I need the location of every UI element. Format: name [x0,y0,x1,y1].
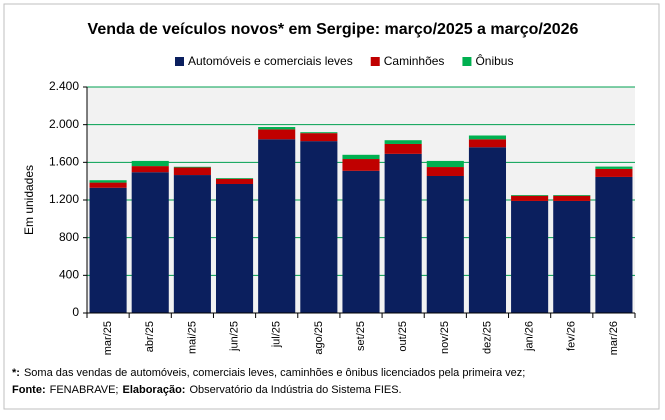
bar-segment [426,167,464,176]
bar-segment [173,167,211,176]
footnote-part: Fonte: [12,384,46,396]
bar-segment [553,195,591,201]
bar-segment [215,178,254,179]
bar-segment [384,140,422,144]
x-tick-label: fev/26 [566,321,578,351]
y-tick-label: 400 [59,268,79,282]
x-tick-label: jun/25 [228,321,240,352]
x-tick-label: dez/25 [481,321,493,354]
bar-segment [131,172,169,313]
footnote-part: FENABRAVE; [50,384,119,396]
x-tick-label: jul/25 [271,321,283,348]
bar-segment [426,160,464,168]
x-tick-label: set/25 [355,321,367,351]
bar-segment [468,139,507,148]
bar-segment [89,180,127,183]
bar-segment [384,153,422,313]
x-tick-label: mar/26 [608,321,620,355]
legend-swatch [462,57,472,66]
bar-segment [511,195,549,196]
bar-segment [342,170,380,313]
bar-segment [131,166,169,173]
bar-segment [300,132,338,134]
bar-segment [553,195,591,196]
x-tick-label: out/25 [397,321,409,352]
legend-label: Caminhões [384,54,445,68]
bar-segment [173,175,211,313]
legend-swatch [370,57,380,66]
legend-label: Automóveis e comerciais leves [188,54,353,68]
bar-segment [426,175,464,313]
footnote-part: *: [12,367,20,379]
bar-segment [173,166,211,168]
bar-segment [468,147,507,313]
bar-segment [595,176,633,313]
x-tick-label: nov/25 [439,321,451,354]
y-tick-label: 2.400 [49,79,79,93]
x-tick-label: mai/25 [186,321,198,354]
x-tick-label: jan/26 [524,321,536,352]
bar-segment [384,143,422,154]
bar-segment [258,129,296,140]
x-tick-label: mar/25 [102,321,114,355]
footnote: Fonte: FENABRAVE; Elaboração: Observatório … [12,384,402,396]
bar-segment [131,160,169,167]
bar-segment [342,154,380,160]
bar-segment [258,127,296,130]
bar-segment [468,135,507,140]
bar-segment [511,200,549,313]
legend-swatch [175,57,184,66]
bar-segment [595,166,633,169]
bar-segment [553,200,591,313]
footnote-part: Observatório da Indústria do Sistema FIE… [189,384,401,396]
footnote: *: Soma das vendas de automóveis, comerci… [12,367,525,379]
bar-segment [300,133,338,142]
bar-segment [511,195,549,201]
y-tick-label: 2.000 [49,117,79,131]
y-tick-label: 1.600 [49,155,79,169]
bar-segment [342,159,380,171]
bar-segment [89,182,127,188]
bar-segment [258,139,296,313]
chart-title: Venda de veículos novos* em Sergipe: mar… [88,21,579,38]
bar-segment [215,183,254,313]
footnote-part: Soma das vendas de automóveis, comerciai… [24,367,525,379]
x-tick-label: ago/25 [313,321,325,355]
y-axis-label: Em unidades [22,165,36,235]
y-tick-label: 1.200 [49,192,79,206]
y-tick-label: 800 [59,230,79,244]
legend: Automóveis e comerciais leves Caminhões Ôn… [175,53,513,68]
bar-segment [595,168,633,177]
x-tick-label: abr/25 [144,321,156,352]
footnote-part: Elaboração: [122,384,185,396]
legend-label: Ônibus [475,53,513,68]
bar-segment [300,141,338,313]
bar-segment [89,187,127,313]
y-tick-label: 0 [72,305,79,319]
bar-segment [215,178,254,184]
